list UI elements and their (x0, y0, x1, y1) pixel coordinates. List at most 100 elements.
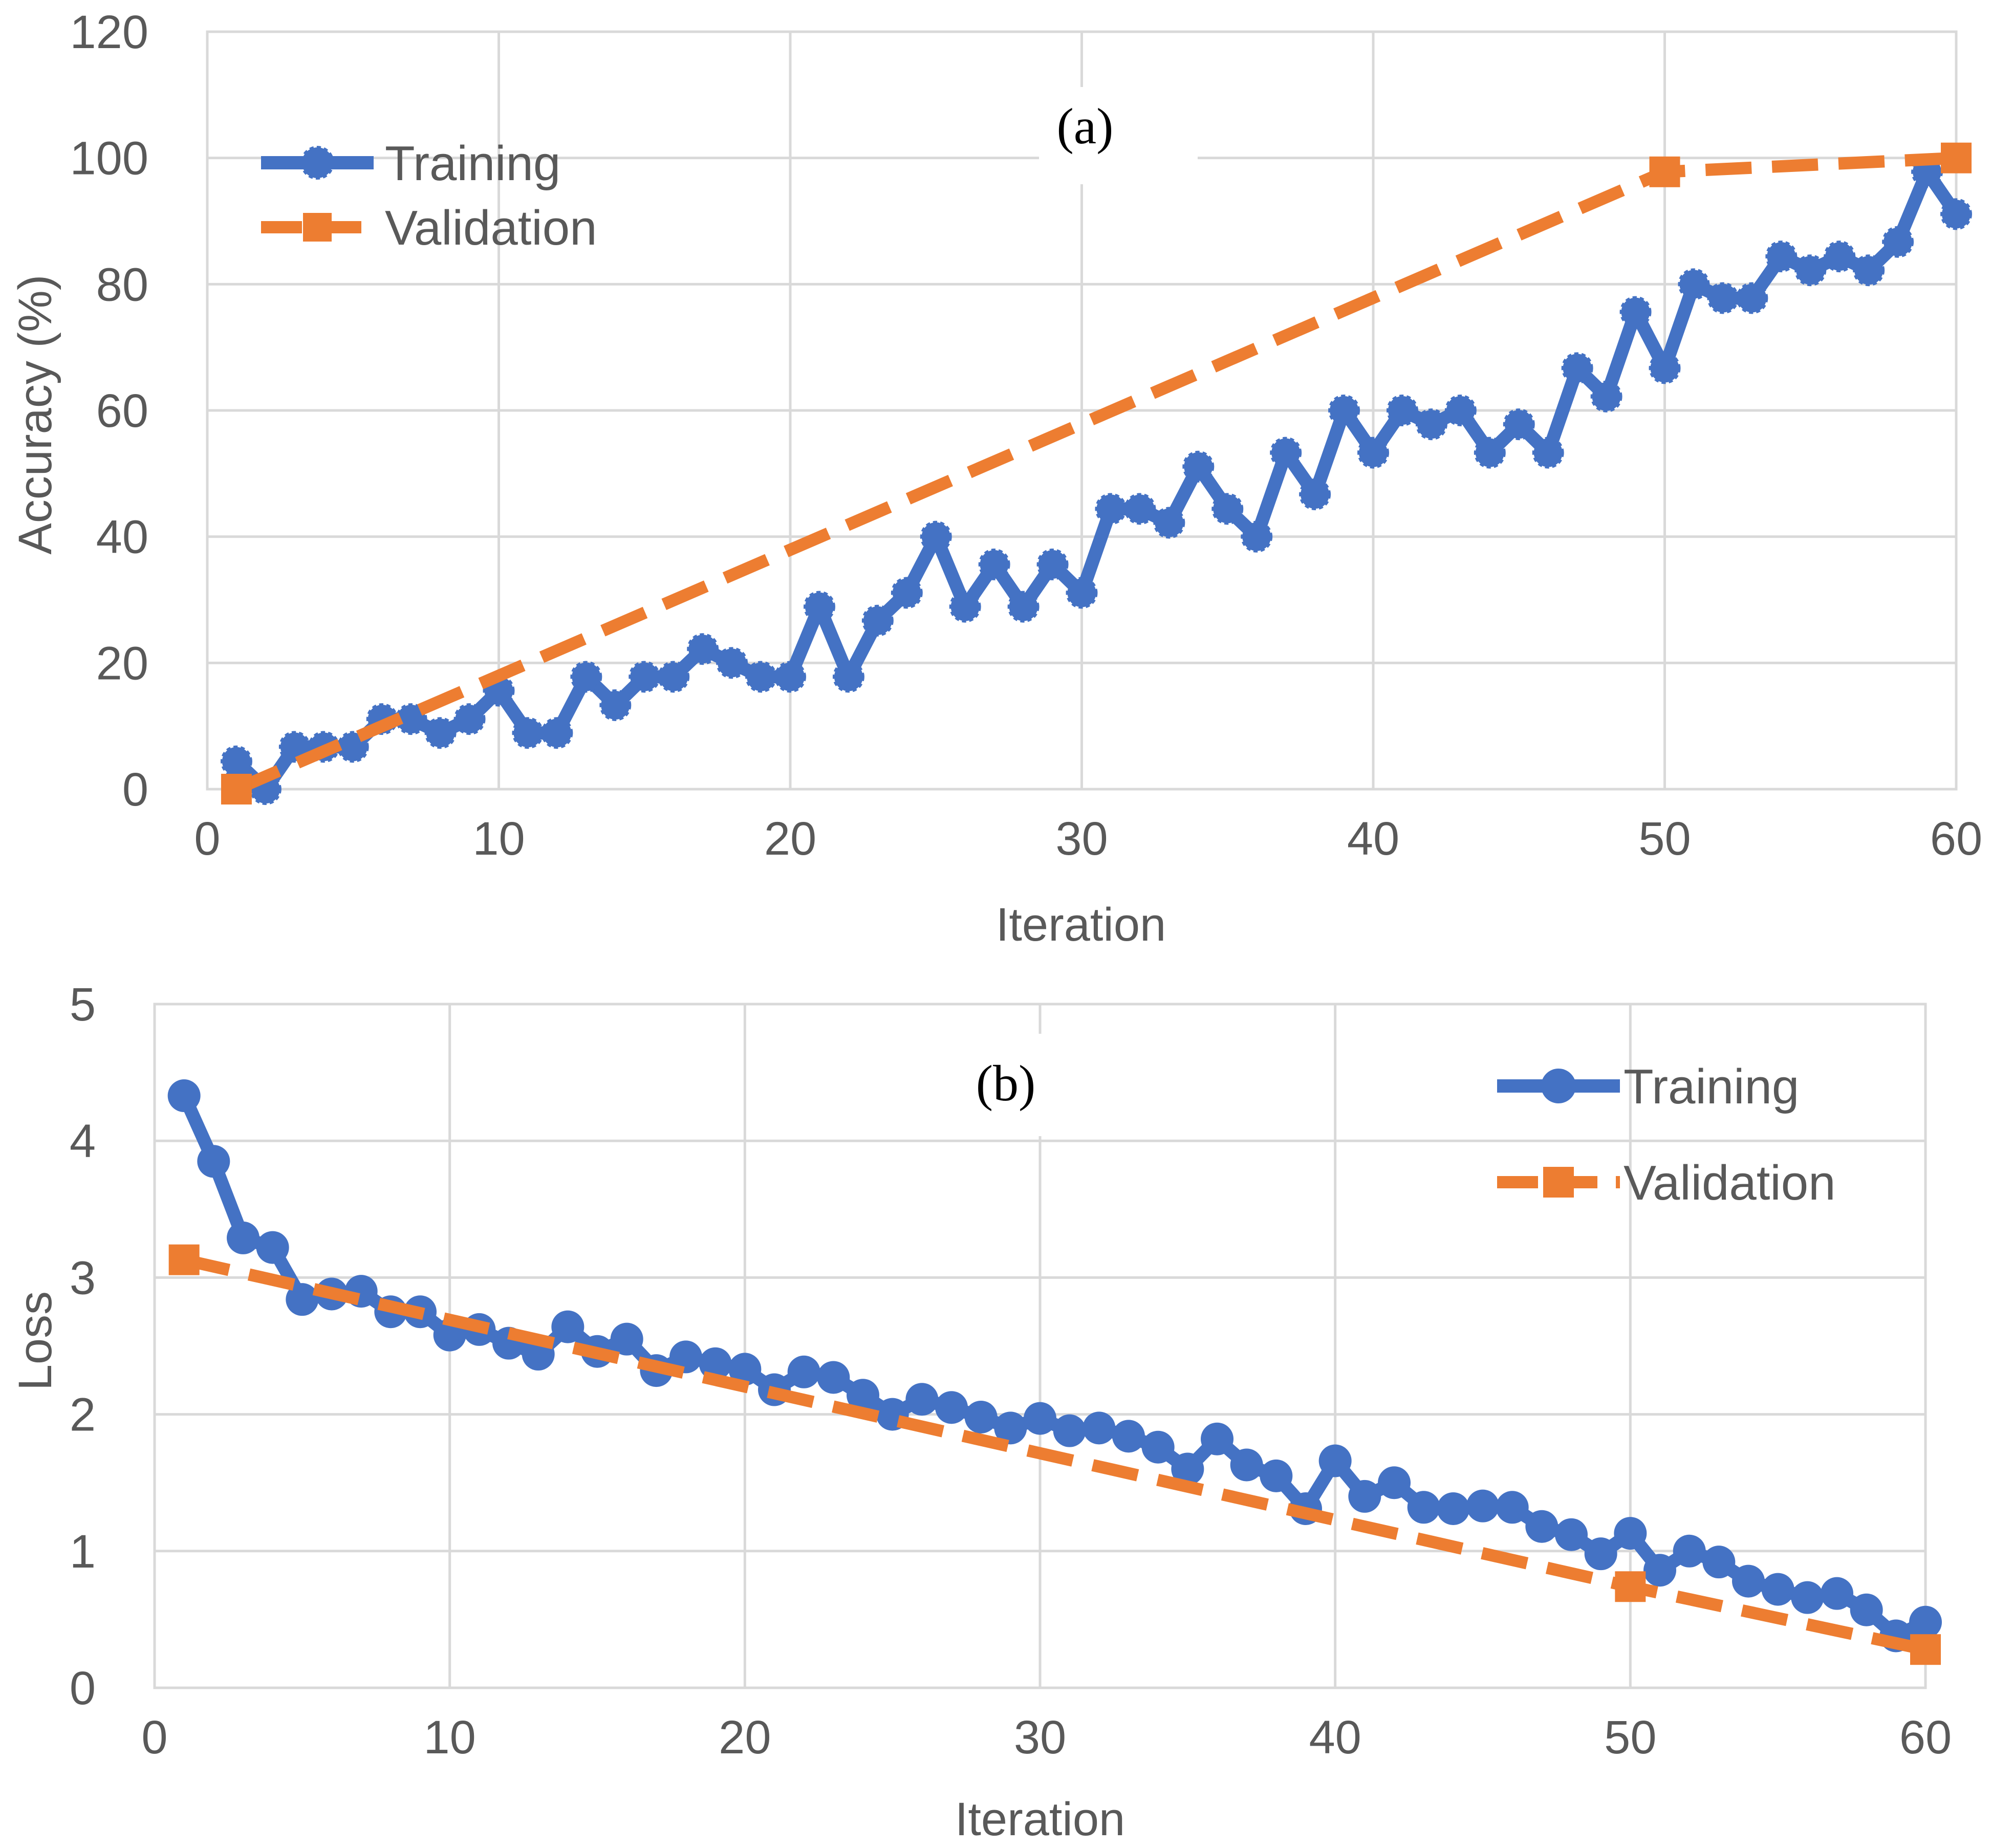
panel-b-training-point (1702, 1546, 1736, 1579)
panel-a-training-point (424, 717, 457, 749)
panel-a-training-point (1270, 437, 1302, 469)
panel-a-x-axis-title: Iteration (996, 899, 1166, 951)
panel-a-validation-point (1941, 142, 1972, 173)
panel-b-y-tick-label: 4 (70, 1115, 96, 1167)
panel-a-training-point (599, 689, 632, 721)
panel-a-training-point (1241, 520, 1273, 553)
panel-b-label: (b) (976, 1055, 1036, 1112)
panel-a-training-point (891, 577, 923, 609)
panel-b-training-point (1348, 1480, 1381, 1513)
panel-b-training-point (1083, 1411, 1116, 1445)
panel-b-y-tick-label: 0 (70, 1662, 96, 1714)
panel-b-x-tick-label: 50 (1604, 1711, 1656, 1764)
panel-a-training-point (1066, 577, 1098, 609)
panel-a-training-point (1619, 296, 1652, 328)
panel-b-legend: Training Validation (1497, 1059, 1836, 1210)
panel-a-training-point (220, 745, 252, 777)
panel-b-training-point (1673, 1534, 1706, 1568)
panel-b-y-tick-label: 1 (70, 1526, 96, 1578)
panel-a-x-tick-label: 20 (764, 813, 816, 865)
panel-b-training-point (1053, 1414, 1086, 1447)
panel-b-training-point (1909, 1605, 1942, 1639)
panel-a-legend-validation-label: Validation (385, 201, 597, 255)
panel-b-y-tick-label: 3 (70, 1252, 96, 1304)
panel-a-training-point (1357, 437, 1389, 469)
panel-a-series (220, 142, 1972, 805)
panel-a-training-point (1474, 437, 1506, 469)
panel-a-ticks: 0 10 20 30 40 50 60 0 20 40 60 80 100 120 (70, 6, 1983, 865)
panel-a-training-point (1707, 282, 1739, 314)
panel-a-legend: Training Validation (261, 136, 597, 255)
panel-b-y-axis-title: Loss (9, 1291, 61, 1390)
panel-b-x-tick-label: 60 (1899, 1711, 1952, 1764)
panel-a-training-point (1940, 198, 1972, 230)
panel-a: 0 10 20 30 40 50 60 0 20 40 60 80 100 120 Iteration A… (9, 6, 1982, 951)
panel-b-label-backdrop (962, 1034, 1121, 1136)
panel-a-training-point (1444, 395, 1477, 426)
panel-b-training-point (728, 1353, 762, 1386)
panel-a-training-point (861, 604, 894, 637)
panel-b-training-point (964, 1400, 998, 1433)
panel-a-training-point (949, 591, 981, 623)
panel-b-x-tick-label: 40 (1309, 1711, 1361, 1764)
panel-b-series (167, 1079, 1942, 1665)
panel-a-validation-point (1649, 156, 1680, 187)
panel-a-legend-training-label: Training (385, 136, 560, 191)
panel-a-x-tick-label: 10 (472, 813, 525, 865)
panel-a-plot-frame (206, 30, 1958, 791)
panel-b-training-point (1555, 1518, 1588, 1551)
panel-a-training-point (1882, 226, 1914, 258)
panel-b-training-point (167, 1079, 201, 1113)
panel-a-y-tick-label: 0 (122, 764, 148, 816)
panel-b-validation-point (1615, 1571, 1646, 1602)
panel-a-training-point (803, 591, 835, 623)
panel-a-training-point (1590, 380, 1622, 412)
panel-b-training-point (1407, 1491, 1440, 1524)
panel-a-training-point (629, 661, 661, 693)
panel-a-x-tick-label: 0 (194, 813, 220, 865)
panel-b-training-point (1761, 1573, 1794, 1606)
panel-b-x-tick-label: 30 (1014, 1711, 1066, 1764)
panel-a-y-tick-label: 60 (96, 385, 148, 437)
panel-a-training-point (1182, 450, 1215, 483)
panel-b-x-tick-label: 10 (423, 1711, 475, 1764)
panel-a-y-tick-label: 20 (96, 637, 148, 689)
panel-b-y-tick-label: 2 (70, 1389, 96, 1441)
panel-b-grid (153, 1003, 1927, 1689)
panel-a-x-tick-label: 50 (1638, 813, 1691, 865)
panel-a-label-backdrop (1039, 87, 1198, 184)
panel-b-training-point (1141, 1430, 1175, 1464)
panel-b-x-axis-title: Iteration (955, 1793, 1125, 1845)
panel-b-plot-frame (153, 1003, 1927, 1689)
panel-b-training-point (847, 1379, 879, 1412)
panel-a-training-point (570, 661, 602, 693)
panel-b-training-point (551, 1310, 585, 1343)
panel-a-training-point (1095, 493, 1127, 525)
panel-a-training-point (453, 703, 486, 735)
panel-b-training-point (1024, 1402, 1056, 1435)
panel-b-validation-point (1910, 1634, 1941, 1665)
panel-a-y-tick-label: 120 (70, 6, 149, 58)
panel-b-training-point (1732, 1564, 1765, 1598)
panel-b-training-point (256, 1231, 289, 1264)
panel-a-training-point (1328, 395, 1360, 426)
panel-b-training-point (1643, 1554, 1676, 1587)
panel-b-legend-training-marker (1541, 1069, 1576, 1103)
panel-a-y-tick-label: 80 (96, 258, 148, 311)
panel-b-training-point (1525, 1510, 1559, 1543)
panel-a-training-point (1036, 548, 1069, 580)
panel-a-validation-point (221, 774, 252, 805)
panel-b-training-point (1584, 1537, 1617, 1571)
panel-a-x-tick-label: 30 (1055, 813, 1108, 865)
panel-a-training-point (512, 717, 544, 749)
panel-b-training-point (1112, 1420, 1145, 1453)
panel-b-training-point (1171, 1452, 1204, 1486)
panel-b-training-point (227, 1221, 259, 1254)
panel-b-training-point (1850, 1593, 1883, 1626)
panel-a-training-point (1299, 479, 1331, 511)
panel-b-training-point (1791, 1581, 1824, 1614)
panel-b-training-point (1230, 1448, 1263, 1482)
panel-b-training-point (1496, 1491, 1529, 1524)
panel-a-training-point (716, 647, 748, 679)
